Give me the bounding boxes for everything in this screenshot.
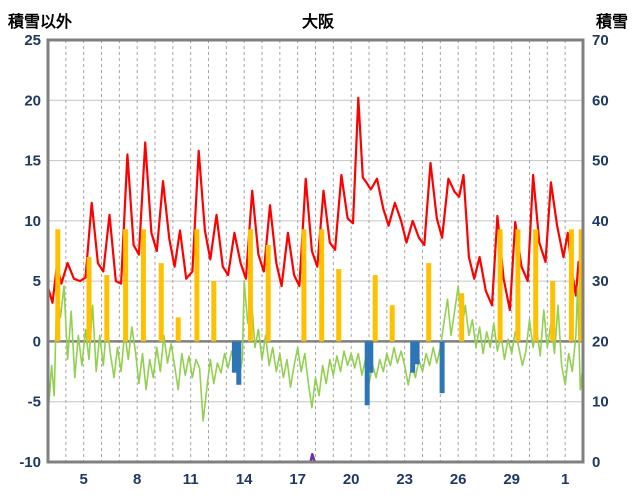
axis-tick-label: 20 xyxy=(343,471,360,488)
axis-tick-label: 29 xyxy=(503,471,520,488)
precipitation_bars-series xyxy=(231,341,445,406)
temperature_red_line-series xyxy=(46,96,585,312)
axis-tick-label: 20 xyxy=(592,333,609,350)
axis-tick-label: 26 xyxy=(450,471,467,488)
axis-tick-label: 10 xyxy=(24,213,41,230)
axis-tick-label: 11 xyxy=(183,471,199,488)
axis-tick-label: 70 xyxy=(592,32,609,49)
axis-tick-label: 0 xyxy=(592,454,600,471)
axis-tick-label: 25 xyxy=(24,32,41,49)
axis-tick-label: 40 xyxy=(592,213,609,230)
plot-frame xyxy=(46,38,585,464)
left-axis-title: 積雪以外 xyxy=(8,14,73,31)
left-axis-ticks: 25 20 15 10 5 0 -5 -10 xyxy=(19,32,41,471)
axis-tick-label: 10 xyxy=(592,394,609,411)
axis-tick-label: 50 xyxy=(592,153,609,170)
axis-tick-label: 17 xyxy=(289,471,306,488)
axis-tick-label: 5 xyxy=(79,471,87,488)
axis-tick-label: 8 xyxy=(133,471,141,488)
x-axis-ticks: 5 8 11 14 17 20 23 26 29 1 xyxy=(79,471,569,488)
sunshine_bars-series xyxy=(55,229,584,342)
chart-title: 大阪 xyxy=(301,14,334,31)
axis-tick-label: 0 xyxy=(33,333,41,350)
axis-tick-label: 15 xyxy=(24,153,41,170)
axis-tick-label: 1 xyxy=(561,471,569,488)
axis-tick-label: -5 xyxy=(28,394,41,411)
axis-tick-label: 5 xyxy=(33,273,41,290)
axis-tick-label: -10 xyxy=(19,454,41,471)
green_line-series xyxy=(47,280,584,422)
axis-tick-label: 60 xyxy=(592,92,609,109)
right-axis-title: 積雪 xyxy=(595,14,628,31)
axis-tick-label: 30 xyxy=(592,273,609,290)
vertical-day-gridlines xyxy=(65,40,566,462)
right-axis-ticks: 70 60 50 40 30 20 10 0 xyxy=(592,32,609,471)
axis-tick-label: 14 xyxy=(236,471,253,488)
axis-tick-label: 20 xyxy=(24,92,41,109)
axis-tick-label: 23 xyxy=(396,471,413,488)
